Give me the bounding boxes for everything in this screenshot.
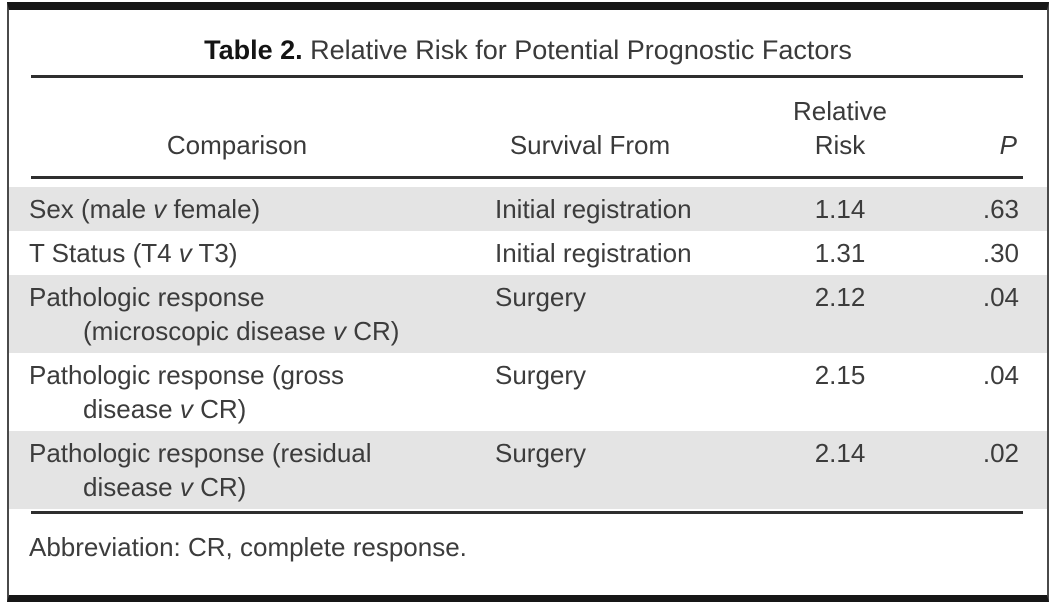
table-title: Table 2. Relative Risk for Potential Pro… [9, 10, 1047, 65]
versus-italic: v [332, 316, 346, 346]
column-header-row: Comparison Survival From Relative Risk P [9, 78, 1047, 176]
header-rule [31, 176, 1023, 179]
comparison-text: Pathologic response [29, 282, 265, 312]
table-row: Sex (male v female) Initial registration… [9, 187, 1047, 231]
comparison-text: Sex (male [29, 194, 154, 224]
table-row: Pathologic response (residual disease v … [9, 431, 1047, 509]
relative-risk-cell: 2.14 [715, 431, 965, 509]
comparison-text: T3) [191, 238, 238, 268]
table-frame: Table 2. Relative Risk for Potential Pro… [7, 2, 1049, 602]
comparison-text: CR) [192, 472, 247, 502]
relative-risk-header-line1: Relative [793, 96, 887, 126]
title-rule [31, 75, 1023, 78]
comparison-text: disease [83, 394, 180, 424]
data-table: Sex (male v female) Initial registration… [9, 187, 1047, 509]
column-header-relative-risk: Relative Risk [715, 78, 965, 176]
table-row: T Status (T4 v T3) Initial registration … [9, 231, 1047, 275]
comparison-text: CR) [345, 316, 400, 346]
table-footnote: Abbreviation: CR, complete response. [29, 532, 467, 562]
table-row: Pathologic response (microscopic disease… [9, 275, 1047, 353]
relative-risk-header-line2: Risk [814, 130, 866, 160]
p-value-cell: .04 [982, 360, 1019, 390]
comparison-text: CR) [192, 394, 247, 424]
p-value-cell: .30 [982, 238, 1019, 268]
survival-from-cell: Initial registration [465, 187, 715, 231]
comparison-text: Pathologic response (gross [29, 360, 345, 390]
spacer [9, 179, 1047, 187]
versus-italic: v [179, 472, 193, 502]
column-header-survival-from: Survival From [509, 130, 671, 160]
survival-from-cell: Surgery [465, 431, 715, 509]
comparison-cell: Pathologic response (microscopic disease… [9, 275, 465, 353]
comparison-text: Pathologic response (residual [29, 438, 372, 468]
comparison-cell: Sex (male v female) [9, 187, 465, 231]
versus-italic: v [178, 238, 192, 268]
survival-from-cell: Surgery [495, 360, 587, 390]
comparison-text: disease [83, 472, 180, 502]
comparison-cell: Pathologic response (gross disease v CR) [9, 353, 465, 431]
comparison-text: (microscopic disease [83, 316, 333, 346]
relative-risk-cell: 2.12 [715, 275, 965, 353]
comparison-cell: T Status (T4 v T3) [9, 231, 465, 275]
p-value-cell: .02 [965, 431, 1047, 509]
p-value-cell: .04 [965, 275, 1047, 353]
survival-from-cell: Surgery [465, 275, 715, 353]
p-value-cell: .63 [965, 187, 1047, 231]
table-number-label: Table 2. [204, 35, 303, 65]
versus-italic: v [179, 394, 193, 424]
relative-risk-cell: 1.31 [814, 238, 866, 268]
survival-from-cell: Initial registration [495, 238, 692, 268]
column-header-p-value: P [999, 130, 1017, 160]
table-row: Pathologic response (gross disease v CR)… [9, 353, 1047, 431]
relative-risk-cell: 2.15 [814, 360, 866, 390]
column-header-comparison: Comparison [166, 130, 308, 160]
footer-rule [31, 511, 1023, 514]
comparison-text: T Status (T4 [29, 238, 179, 268]
comparison-cell: Pathologic response (residual disease v … [9, 431, 465, 509]
relative-risk-cell: 1.14 [715, 187, 965, 231]
table-title-text: Relative Risk for Potential Prognostic F… [302, 35, 852, 65]
versus-italic: v [153, 194, 167, 224]
comparison-text: female) [166, 194, 261, 224]
